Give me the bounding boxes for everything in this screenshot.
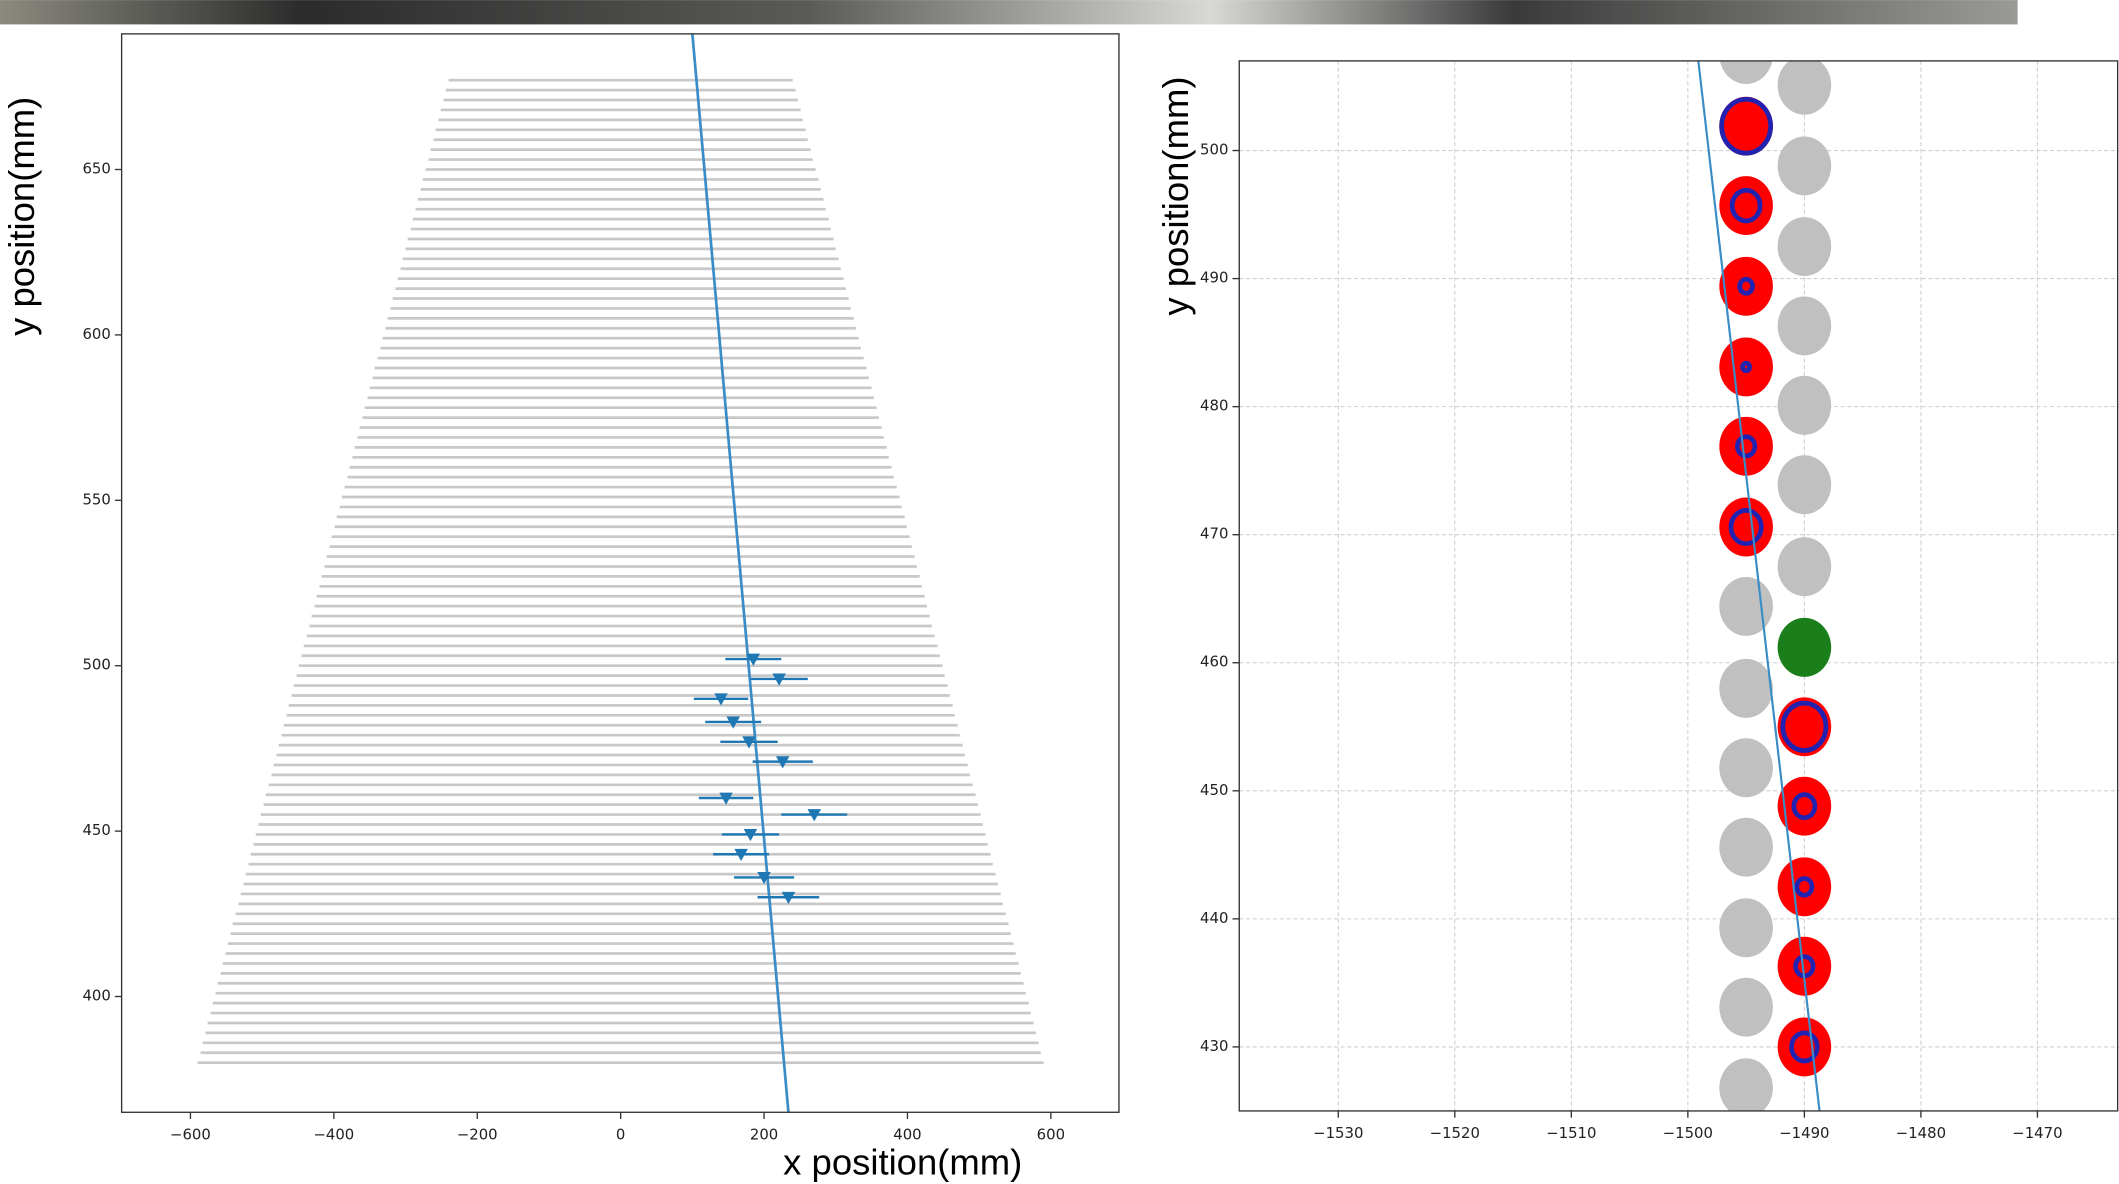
tube [1778, 56, 1832, 115]
x-tick-label: −400 [313, 1125, 354, 1143]
y-tick-label: 490 [1200, 269, 1228, 287]
y-tick-label: 450 [1200, 781, 1228, 799]
y-tick-label: 430 [1200, 1037, 1228, 1055]
tube [1778, 297, 1832, 356]
plot-frame [1239, 61, 2117, 1111]
x-tick-label: 200 [750, 1125, 778, 1143]
chart-right: −1530 −1520 −1510 −1500 −1490 −1480 −1470 430 44… [1200, 25, 2119, 1142]
photo-strip [0, 0, 2018, 24]
y-tick-label: 400 [82, 987, 110, 1005]
y-tick-label: 500 [82, 656, 110, 674]
tube [1719, 659, 1773, 718]
tube [1719, 818, 1773, 877]
tube [1719, 498, 1773, 557]
y-tick-label: 450 [82, 821, 110, 839]
y-tick-label: 480 [1200, 397, 1228, 415]
tube [1719, 25, 1773, 84]
screenshot: −600 −400 −200 0 200 400 600 400 450 500 550 600 650… [0, 0, 2119, 1184]
x-tick-label: 0 [616, 1125, 625, 1143]
x-tick-label: −1500 [1663, 1124, 1713, 1142]
tube [1719, 176, 1773, 235]
x-tick-label: −200 [457, 1125, 498, 1143]
fit-line [692, 34, 788, 1112]
chart-left: −600 −400 −200 0 200 400 600 400 450 500 550 600 650 [82, 34, 1119, 1143]
y-tick-label: 470 [1200, 525, 1228, 543]
y-tick-label: 600 [82, 325, 110, 343]
tube [1778, 777, 1832, 836]
page: {"chart_data": [ {"type": "errorbar", "x… [0, 0, 2119, 1184]
tube [1719, 337, 1773, 396]
plot-area [198, 34, 1044, 1112]
x-axis-label: x position(mm) [783, 1142, 1022, 1183]
x-tick-label: −1470 [2012, 1124, 2062, 1142]
y-tick-label: 440 [1200, 909, 1228, 927]
plot-area [1698, 25, 1831, 1117]
tube [1719, 577, 1773, 636]
tube [1778, 537, 1832, 596]
tube [1778, 697, 1832, 756]
tube [1778, 1017, 1832, 1076]
tube [1778, 618, 1832, 677]
tube [1719, 978, 1773, 1037]
x-tick-label: 600 [1037, 1125, 1065, 1143]
x-tick-label: −600 [170, 1125, 211, 1143]
tube [1778, 455, 1832, 514]
tube [1778, 857, 1832, 916]
x-tick-label: −1530 [1313, 1124, 1363, 1142]
tube [1719, 1058, 1773, 1117]
tube [1778, 136, 1832, 195]
plot-frame [122, 34, 1119, 1112]
y-axis-label: y position(mm) [1155, 76, 1196, 315]
tube [1719, 738, 1773, 797]
x-tick-label: 400 [893, 1125, 921, 1143]
y-axis-label: y position(mm) [1, 97, 42, 336]
tube [1719, 898, 1773, 957]
y-tick-label: 650 [82, 160, 110, 178]
x-tick-label: −1510 [1546, 1124, 1596, 1142]
x-tick-label: −1490 [1779, 1124, 1829, 1142]
tube [1778, 217, 1832, 276]
y-tick-label: 460 [1200, 653, 1228, 671]
y-tick-label: 550 [82, 490, 110, 508]
x-tick-label: −1520 [1430, 1124, 1480, 1142]
x-tick-label: −1480 [1896, 1124, 1946, 1142]
tube [1778, 376, 1832, 435]
y-tick-label: 500 [1200, 141, 1228, 159]
